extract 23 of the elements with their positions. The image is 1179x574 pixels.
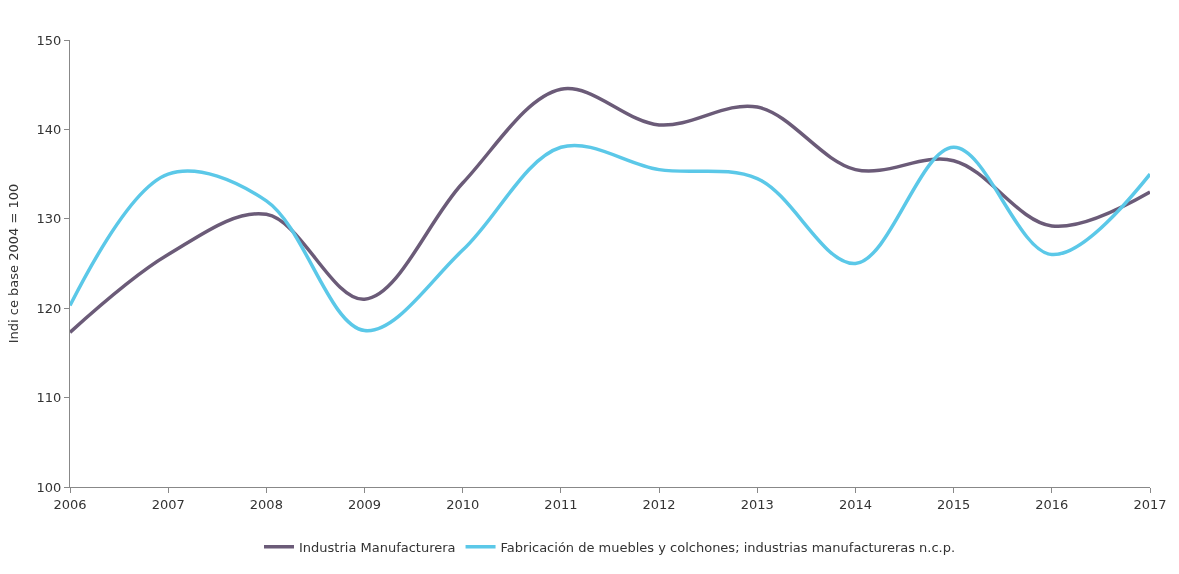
x-tick-label: 2016: [1035, 496, 1069, 512]
legend-label: Fabricación de muebles y colchones; industrias manufactureras n.c.p.: [500, 539, 956, 555]
x-tick-label: 2014: [838, 496, 872, 512]
x-tick-label: 2011: [544, 496, 578, 512]
x-tick-label: 2010: [446, 496, 480, 512]
x-tick-label: 2013: [740, 496, 774, 512]
x-tick-label: 2012: [642, 496, 676, 512]
y-tick-label: 120: [36, 300, 62, 316]
x-tick-label: 2008: [249, 496, 283, 512]
y-tick-label: 100: [36, 479, 62, 495]
line-series: [70, 144, 1150, 333]
y-tick-label: 130: [36, 211, 62, 227]
x-tick-label: 2007: [151, 496, 185, 512]
y-axis-title: Indi ce base 2004 = 100: [5, 183, 21, 344]
line-series: [70, 87, 1150, 335]
legend-label: Industria Manufacturera: [299, 539, 456, 555]
y-tick-label: 150: [36, 32, 62, 48]
x-tick-label: 2009: [348, 496, 382, 512]
x-tick-label: 2017: [1133, 496, 1167, 512]
x-tick-label: 2006: [53, 496, 87, 512]
y-tick-label: 140: [36, 121, 62, 137]
y-tick-label: 110: [36, 390, 62, 406]
x-tick-label: 2015: [937, 496, 971, 512]
